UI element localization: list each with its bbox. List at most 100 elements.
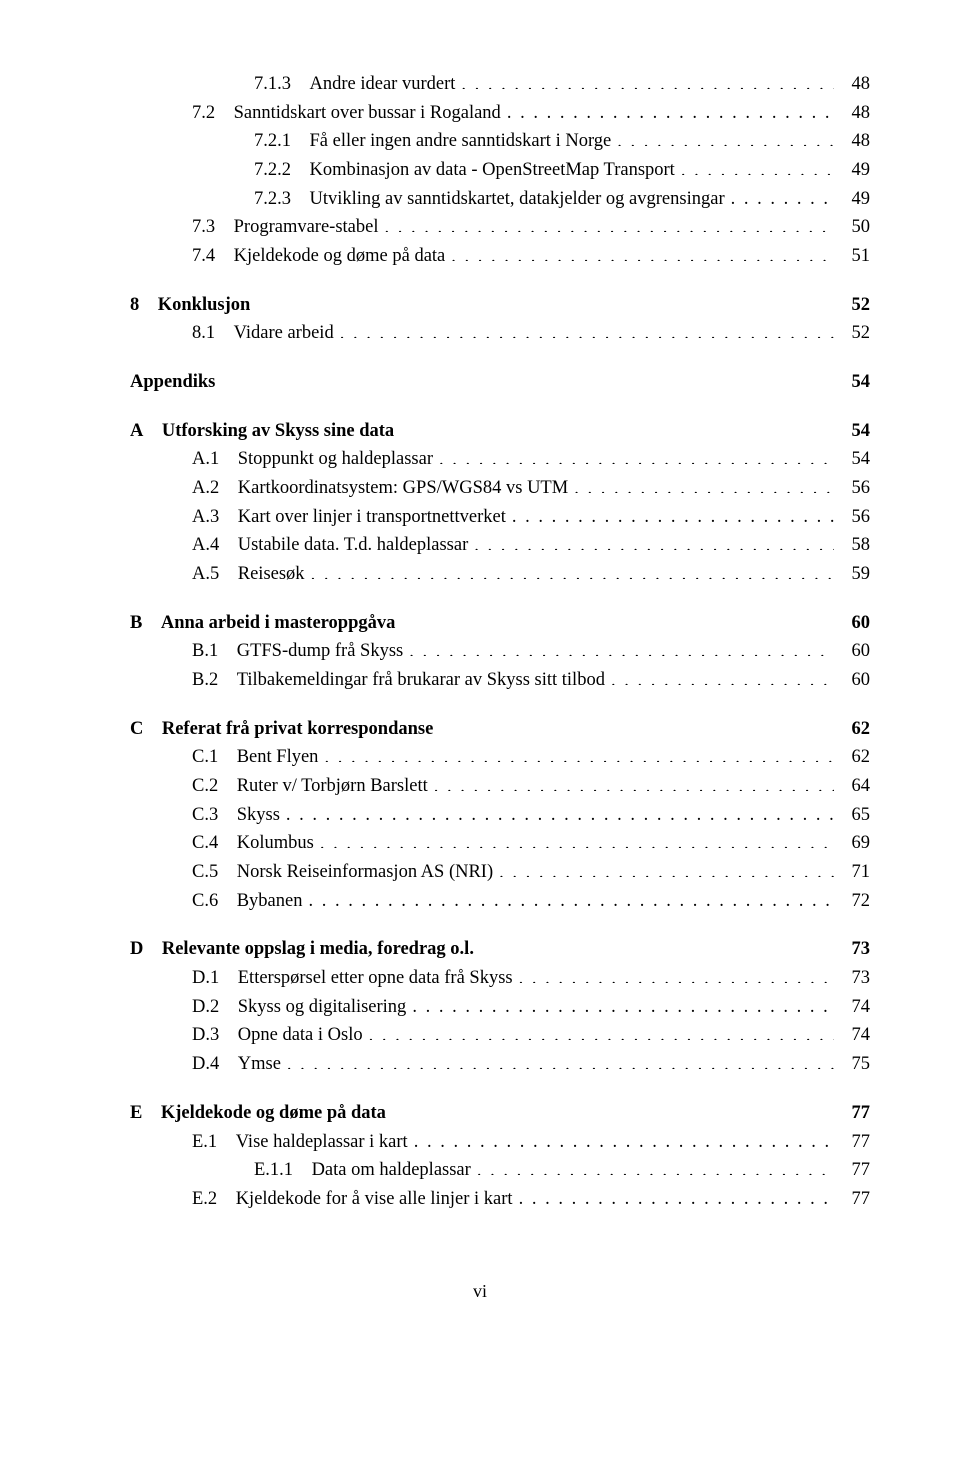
- toc-leader-dots: [499, 859, 834, 878]
- toc-entry-page: 48: [834, 70, 870, 99]
- toc-leader-dots: [611, 667, 834, 686]
- toc-entry-label: 7.2.2 Kombinasjon av data - OpenStreetMa…: [254, 156, 681, 185]
- toc-entry[interactable]: 7.2 Sanntidskart over bussar i Rogaland …: [90, 99, 870, 128]
- toc-entry-label: C.1 Bent Flyen: [192, 743, 324, 772]
- toc-entry-number: C.2: [192, 772, 218, 801]
- toc-entry-number: E.1: [192, 1128, 217, 1157]
- toc-section-label: D Relevante oppslag i media, foredrag o.…: [130, 935, 842, 964]
- toc-entry-label: C.2 Ruter v/ Torbjørn Barslett: [192, 772, 434, 801]
- toc-entry-number: A.4: [192, 531, 219, 560]
- toc-section-heading[interactable]: 8 Konklusjon52: [90, 291, 870, 320]
- toc-leader-dots: [574, 475, 834, 494]
- toc-section-heading[interactable]: E Kjeldekode og døme på data77: [90, 1099, 870, 1128]
- toc-section-heading[interactable]: B Anna arbeid i masteroppgåva60: [90, 609, 870, 638]
- toc-entry[interactable]: C.1 Bent Flyen 62: [90, 743, 870, 772]
- toc-entry[interactable]: E.2 Kjeldekode for å vise alle linjer i …: [90, 1185, 870, 1214]
- toc-section-page: 60: [842, 609, 870, 638]
- toc-entry-number: A.3: [192, 503, 219, 532]
- toc-entry[interactable]: A.3 Kart over linjer i transportnettverk…: [90, 503, 870, 532]
- toc-entry[interactable]: 8.1 Vidare arbeid 52: [90, 319, 870, 348]
- toc-entry[interactable]: 7.1.3 Andre idear vurdert 48: [90, 70, 870, 99]
- toc-entry-number: A.5: [192, 560, 219, 589]
- toc-entry-page: 56: [834, 503, 870, 532]
- toc-entry-page: 60: [834, 666, 870, 695]
- toc-entry[interactable]: B.2 Tilbakemeldingar frå brukarar av Sky…: [90, 666, 870, 695]
- toc-entry-label: B.1 GTFS-dump frå Skyss: [192, 637, 409, 666]
- toc-section-page: 54: [842, 368, 870, 397]
- toc-entry[interactable]: C.2 Ruter v/ Torbjørn Barslett 64: [90, 772, 870, 801]
- toc-leader-dots: [287, 1051, 834, 1070]
- toc-leader-dots: [461, 71, 834, 90]
- toc-entry-number: 7.1.3: [254, 70, 291, 99]
- toc-section-heading[interactable]: D Relevante oppslag i media, foredrag o.…: [90, 935, 870, 964]
- toc-entry-number: A.1: [192, 445, 219, 474]
- toc-section-heading[interactable]: C Referat frå privat korrespondanse62: [90, 715, 870, 744]
- toc-leader-dots: [681, 157, 834, 176]
- toc-entry-page: 64: [834, 772, 870, 801]
- toc-entry-number: C.1: [192, 743, 218, 772]
- toc-entry-number: D.2: [192, 993, 219, 1022]
- toc-entry[interactable]: A.4 Ustabile data. T.d. haldeplassar 58: [90, 531, 870, 560]
- toc-entry-page: 49: [834, 156, 870, 185]
- toc-entry-number: 7.2.2: [254, 156, 291, 185]
- toc-entry[interactable]: B.1 GTFS-dump frå Skyss 60: [90, 637, 870, 666]
- toc-entry-page: 71: [834, 858, 870, 887]
- toc-section-page: 54: [842, 417, 870, 446]
- toc-entry[interactable]: A.5 Reisesøk 59: [90, 560, 870, 589]
- toc-entry[interactable]: E.1.1 Data om haldeplassar 77: [90, 1156, 870, 1185]
- toc-entry[interactable]: A.2 Kartkoordinatsystem: GPS/WGS84 vs UT…: [90, 474, 870, 503]
- toc-leader-dots: [451, 243, 834, 262]
- toc-entry[interactable]: 7.4 Kjeldekode og døme på data 51: [90, 242, 870, 271]
- toc-leader-dots: [731, 185, 834, 204]
- toc-leader-dots: [507, 99, 834, 118]
- toc-entry-label: D.3 Opne data i Oslo: [192, 1021, 369, 1050]
- toc-entry-page: 56: [834, 474, 870, 503]
- toc-section-label: C Referat frå privat korrespondanse: [130, 715, 842, 744]
- toc-entry[interactable]: 7.2.1 Få eller ingen andre sanntidskart …: [90, 127, 870, 156]
- toc-leader-dots: [286, 801, 834, 820]
- toc-entry[interactable]: C.5 Norsk Reiseinformasjon AS (NRI) 71: [90, 858, 870, 887]
- toc-entry-number: C.3: [192, 801, 218, 830]
- toc-section-heading[interactable]: Appendiks54: [90, 368, 870, 397]
- toc-entry[interactable]: 7.2.3 Utvikling av sanntidskartet, datak…: [90, 185, 870, 214]
- toc-entry-page: 49: [834, 185, 870, 214]
- toc-leader-dots: [412, 993, 834, 1012]
- toc-entry-label: 7.2.1 Få eller ingen andre sanntidskart …: [254, 127, 617, 156]
- toc-entry[interactable]: D.3 Opne data i Oslo 74: [90, 1021, 870, 1050]
- toc-section-label: B Anna arbeid i masteroppgåva: [130, 609, 842, 638]
- toc-entry[interactable]: D.4 Ymse 75: [90, 1050, 870, 1079]
- toc-entry-page: 62: [834, 743, 870, 772]
- toc-entry-label: E.1 Vise haldeplassar i kart: [192, 1128, 414, 1157]
- toc-entry-page: 75: [834, 1050, 870, 1079]
- toc-entry-label: C.4 Kolumbus: [192, 829, 320, 858]
- toc-entry-page: 59: [834, 560, 870, 589]
- toc-entry-page: 69: [834, 829, 870, 858]
- toc-entry[interactable]: 7.3 Programvare-stabel 50: [90, 213, 870, 242]
- toc-entry-label: D.1 Etterspørsel etter opne data frå Sky…: [192, 964, 519, 993]
- toc-entry-page: 51: [834, 242, 870, 271]
- toc-entry-page: 65: [834, 801, 870, 830]
- toc-entry-number: 8.1: [192, 319, 215, 348]
- toc-section-label: E Kjeldekode og døme på data: [130, 1099, 842, 1128]
- toc-entry[interactable]: E.1 Vise haldeplassar i kart 77: [90, 1128, 870, 1157]
- toc-entry[interactable]: C.6 Bybanen 72: [90, 887, 870, 916]
- toc-leader-dots: [308, 887, 834, 906]
- toc-section-heading[interactable]: A Utforsking av Skyss sine data54: [90, 417, 870, 446]
- toc-entry-label: 7.3 Programvare-stabel: [192, 213, 384, 242]
- toc-entry[interactable]: C.3 Skyss 65: [90, 801, 870, 830]
- toc-section-page: 52: [842, 291, 870, 320]
- toc-entry[interactable]: C.4 Kolumbus 69: [90, 829, 870, 858]
- toc-entry[interactable]: A.1 Stoppunkt og haldeplassar 54: [90, 445, 870, 474]
- toc-entry-page: 60: [834, 637, 870, 666]
- toc-entry-number: C.5: [192, 858, 218, 887]
- toc-entry[interactable]: D.2 Skyss og digitalisering 74: [90, 993, 870, 1022]
- toc-entry[interactable]: D.1 Etterspørsel etter opne data frå Sky…: [90, 964, 870, 993]
- toc-entry[interactable]: 7.2.2 Kombinasjon av data - OpenStreetMa…: [90, 156, 870, 185]
- toc-entry-label: D.2 Skyss og digitalisering: [192, 993, 412, 1022]
- toc-entry-page: 52: [834, 319, 870, 348]
- toc-section-page: 77: [842, 1099, 870, 1128]
- toc-leader-dots: [439, 446, 834, 465]
- toc-leader-dots: [519, 965, 834, 984]
- toc-entry-number: C.6: [192, 887, 218, 916]
- toc-leader-dots: [414, 1128, 834, 1147]
